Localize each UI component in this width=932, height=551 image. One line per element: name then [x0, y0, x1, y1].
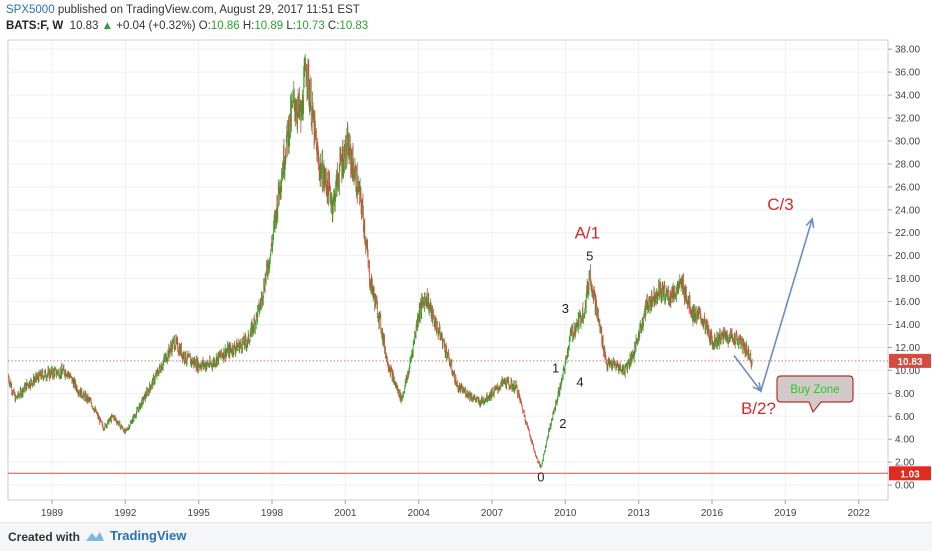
ohlc-line: BATS:F, W 10.83 ▲ +0.04 (+0.32%) O:10.86…	[6, 18, 368, 34]
y-tick-label: 36.00	[895, 68, 920, 79]
tradingview-brand[interactable]: TradingView	[84, 528, 186, 543]
tradingview-cloud-icon	[86, 531, 104, 541]
created-with-label: Created with	[8, 530, 81, 544]
chart-header: SPX5000 published on TradingView.com, Au…	[6, 2, 368, 34]
major-wave-label: B/2?	[741, 399, 776, 418]
up-triangle-icon: ▲	[101, 20, 114, 32]
wave-label: 2	[559, 416, 566, 431]
wave-label: 3	[562, 301, 569, 316]
y-tick-label: 28.00	[895, 159, 920, 170]
support-price-badge-label: 1.03	[900, 469, 920, 480]
major-wave-label: A/1	[575, 223, 601, 242]
y-tick-label: 8.00	[895, 389, 915, 400]
x-tick-label: 2001	[334, 508, 357, 519]
x-tick-label: 2022	[848, 508, 871, 519]
y-tick-label: 34.00	[895, 91, 920, 102]
y-tick-label: 20.00	[895, 251, 920, 262]
buy-zone-callout[interactable]	[776, 375, 854, 414]
wave-label: 1	[552, 361, 559, 376]
y-tick-label: 26.00	[895, 182, 920, 193]
open-value: 10.86	[210, 20, 240, 32]
y-tick-label: 16.00	[895, 297, 920, 308]
price-chart[interactable]: 38.0036.0034.0032.0030.0028.0026.0024.00…	[0, 0, 932, 522]
y-tick-label: 22.00	[895, 228, 920, 239]
x-tick-label: 1995	[188, 508, 211, 519]
y-tick-label: 38.00	[895, 45, 920, 56]
y-tick-label: 12.00	[895, 343, 920, 354]
y-tick-label: 30.00	[895, 136, 920, 147]
major-wave-label: C/3	[767, 195, 793, 214]
y-tick-label: 14.00	[895, 320, 920, 331]
low-value: 10.73	[295, 20, 325, 32]
x-tick-label: 2010	[554, 508, 577, 519]
x-tick-label: 1989	[41, 508, 64, 519]
last-price-badge-label: 10.83	[897, 357, 922, 368]
x-tick-label: 1992	[114, 508, 137, 519]
last-price: 10.83	[69, 20, 99, 32]
high-label: H:	[242, 20, 255, 32]
x-tick-label: 2016	[701, 508, 724, 519]
tradingview-brand-label: TradingView	[110, 528, 187, 543]
publish-line: SPX5000 published on TradingView.com, Au…	[6, 2, 368, 18]
arrow-head	[805, 217, 815, 228]
wave-label: 4	[576, 374, 583, 389]
y-tick-label: 0.00	[895, 481, 915, 492]
x-tick-label: 2004	[408, 508, 431, 519]
wave-label: 0	[537, 470, 544, 485]
publisher-link[interactable]: SPX5000	[6, 4, 55, 16]
published-text: published on TradingView.com, August 29,…	[57, 4, 360, 16]
footer-bar: Created with TradingView	[0, 522, 932, 551]
y-tick-label: 32.00	[895, 114, 920, 125]
price-change: +0.04 (+0.32%)	[116, 20, 196, 32]
candles-group	[8, 53, 753, 469]
symbol-label: BATS:F, W	[6, 20, 64, 32]
y-tick-label: 4.00	[895, 435, 915, 446]
arrow-head	[752, 382, 762, 393]
high-value: 10.89	[254, 20, 284, 32]
buy-zone-label: Buy Zone	[790, 384, 839, 396]
close-label: C:	[327, 20, 340, 32]
x-tick-label: 2013	[628, 508, 651, 519]
x-tick-label: 2007	[481, 508, 504, 519]
y-tick-label: 10.00	[895, 366, 920, 377]
y-tick-label: 18.00	[895, 274, 920, 285]
y-tick-label: 6.00	[895, 412, 915, 423]
x-tick-label: 2019	[774, 508, 797, 519]
last-price-badge	[889, 353, 931, 368]
y-tick-label: 2.00	[895, 458, 915, 469]
plot-area[interactable]	[7, 39, 889, 501]
wave-label: 5	[586, 248, 593, 263]
x-tick-label: 1998	[261, 508, 284, 519]
open-label: O:	[198, 20, 211, 32]
close-value: 10.83	[339, 20, 369, 32]
low-label: L:	[286, 20, 296, 32]
support-price-badge	[889, 466, 931, 481]
y-tick-label: 24.00	[895, 205, 920, 216]
